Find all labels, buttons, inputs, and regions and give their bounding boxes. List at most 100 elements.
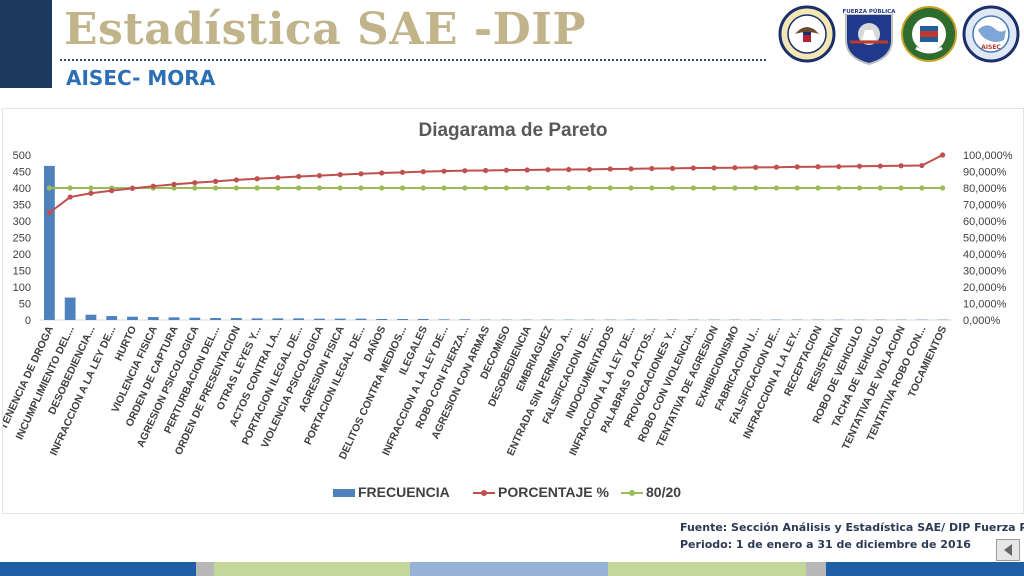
previous-slide-button[interactable] <box>996 539 1020 561</box>
page-title: Estadística SAE -DIP <box>64 4 586 55</box>
y-right-tick-label: 100,000% <box>963 150 1013 162</box>
series-8020-point <box>192 185 198 191</box>
bar-frecuencia <box>189 317 201 320</box>
y-right-tick-label: 70,000% <box>963 200 1007 212</box>
series-8020-point <box>919 185 925 191</box>
footer-period: Periodo: 1 de enero a 31 de diciembre de… <box>680 538 971 551</box>
series-porcentaje-point <box>732 165 738 171</box>
footer-notes: Fuente: Sección Análisis y Estadística S… <box>680 519 1024 553</box>
series-porcentaje-point <box>815 164 821 170</box>
y-right-tick-label: 20,000% <box>963 282 1007 294</box>
bar-frecuencia <box>147 317 159 320</box>
series-porcentaje-point <box>337 172 343 178</box>
bar-frecuencia <box>314 318 325 320</box>
bar-frecuencia <box>417 319 429 320</box>
series-8020-point <box>399 185 406 191</box>
series-porcentaje-point <box>483 167 489 174</box>
series-porcentaje-point <box>669 165 676 171</box>
series-8020-point <box>441 185 447 191</box>
bar-frecuencia <box>127 316 138 320</box>
us-embassy-seal-icon <box>778 4 836 64</box>
bar-frecuencia <box>438 319 450 320</box>
y-right-tick-label: 50,000% <box>963 233 1007 245</box>
series-8020-point <box>649 185 655 191</box>
series-8020-point <box>316 185 323 191</box>
series-8020-point <box>337 185 343 191</box>
bar-frecuencia <box>397 319 408 320</box>
y-left-tick-label: 0 <box>25 315 31 327</box>
series-porcentaje-point <box>296 173 302 180</box>
series-porcentaje-point <box>171 181 177 187</box>
series-porcentaje-line <box>48 154 944 214</box>
series-8020-point <box>940 185 946 191</box>
legend-porcentaje-marker <box>481 490 487 496</box>
series-8020-point <box>836 185 842 191</box>
series-porcentaje-point <box>773 164 780 170</box>
series-porcentaje-point <box>524 167 530 173</box>
series-porcentaje-point <box>940 152 946 158</box>
series-porcentaje-point <box>379 170 385 176</box>
series-porcentaje-point <box>898 163 904 169</box>
series-8020-point <box>815 185 821 191</box>
chart-frame: Diagarama de Pareto 0 50 100 150 200 250 300 350… <box>2 108 1024 514</box>
title-divider <box>60 59 766 61</box>
series-porcentaje-point <box>67 194 73 200</box>
y-right-tick-label: 90,000% <box>963 167 1007 179</box>
page-subtitle: AISEC- MORA <box>66 66 216 90</box>
series-8020-point <box>233 185 239 191</box>
y-left-tick-label: 250 <box>13 233 31 245</box>
series-porcentaje-point <box>503 167 509 173</box>
y-right-tick-label: 10,000% <box>963 299 1007 311</box>
series-porcentaje-point <box>877 163 883 169</box>
series-8020-point <box>753 185 759 191</box>
series-8020-point <box>420 185 426 191</box>
series-8020-point <box>254 185 260 191</box>
y-left-tick-label: 100 <box>13 282 31 294</box>
series-8020-point <box>358 185 364 191</box>
bar-frecuencia <box>459 319 471 320</box>
series-8020-point <box>296 185 302 191</box>
series-8020-point <box>483 185 489 191</box>
series-8020-point <box>877 185 883 191</box>
y-right-tick-label: 30,000% <box>963 266 1007 278</box>
bar-frecuencia <box>251 318 263 320</box>
series-porcentaje-point <box>607 166 613 172</box>
svg-text:AISEC: AISEC <box>981 44 1001 51</box>
legend-8020-marker <box>629 490 635 496</box>
series-8020-point <box>67 185 73 191</box>
series-8020-point <box>607 185 613 191</box>
series-porcentaje-point <box>856 163 863 169</box>
bar-frecuencia <box>376 319 388 320</box>
y-left-tick-label: 200 <box>13 249 31 261</box>
legend-frecuencia-label: FRECUENCIA <box>358 484 450 500</box>
y-left-tick-label: 300 <box>13 216 31 228</box>
series-8020-point <box>628 185 634 191</box>
series-8020-point <box>524 185 530 191</box>
series-porcentaje-point <box>109 188 115 194</box>
legend-frecuencia-swatch <box>333 489 355 497</box>
series-8020-point <box>503 185 509 191</box>
series-porcentaje-point <box>316 173 323 179</box>
series-8020-point <box>545 185 551 191</box>
bar-frecuencia <box>106 316 118 320</box>
bar-frecuencia <box>85 314 97 320</box>
y-left-tick-label: 350 <box>13 200 31 212</box>
series-porcentaje-point <box>794 164 800 170</box>
series-porcentaje-point <box>711 165 717 171</box>
series-porcentaje-point <box>462 168 468 174</box>
world-globe-seal-icon: AISEC <box>962 4 1020 64</box>
bar-frecuencia <box>64 297 76 320</box>
series-porcentaje-point <box>192 180 198 186</box>
bar-frecuencia <box>230 318 242 320</box>
series-porcentaje-point <box>836 163 842 170</box>
y-left-tick-label: 500 <box>13 150 31 162</box>
bar-frecuencia <box>210 318 221 320</box>
series-8020-point <box>566 185 572 191</box>
series-8020-point <box>171 185 177 191</box>
bar-frecuencia <box>272 318 284 320</box>
series-porcentaje-point <box>649 165 655 172</box>
y-right-tick-label: 60,000% <box>963 216 1007 228</box>
bar-frecuencia <box>168 317 180 320</box>
bar-frecuencia <box>293 318 305 320</box>
footer-source: Fuente: Sección Análisis y Estadística S… <box>680 521 1024 534</box>
